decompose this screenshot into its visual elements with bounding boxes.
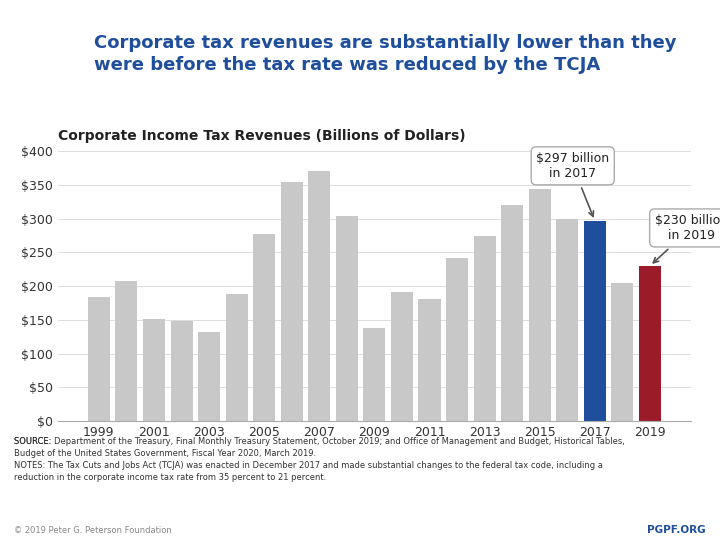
Text: FOUNDATION: FOUNDATION [27,59,66,64]
Text: PGPF.ORG: PGPF.ORG [647,524,706,535]
Bar [501,205,523,421]
Bar [143,319,165,421]
Bar [639,266,661,421]
Bar [308,172,330,421]
Bar [171,321,192,421]
Bar [391,292,413,421]
Bar [611,283,634,421]
Bar [446,258,468,421]
Bar [364,328,385,421]
Bar [336,216,358,421]
Bar [528,189,551,421]
Text: PETERSON: PETERSON [24,43,70,52]
Bar [474,237,495,421]
Text: © 2019 Peter G. Peterson Foundation: © 2019 Peter G. Peterson Foundation [14,525,172,535]
Bar [584,221,606,421]
Bar [198,332,220,421]
Text: PETER G.: PETER G. [31,31,63,36]
Bar [115,281,138,421]
Bar [88,297,110,421]
Text: Corporate Income Tax Revenues (Billions of Dollars): Corporate Income Tax Revenues (Billions … [58,129,465,143]
Text: SOURCE: Department of the Treasury, Final Monthly Treasury Statement, October 20: SOURCE: Department of the Treasury, Fina… [14,437,625,482]
Text: $297 billion
in 2017: $297 billion in 2017 [536,152,609,217]
Bar [557,219,578,421]
Text: Corporate tax revenues are substantially lower than they
were before the tax rat: Corporate tax revenues are substantially… [94,34,676,74]
Bar [253,233,275,421]
Bar [225,294,248,421]
Bar [418,299,441,421]
Text: $230 billion
in 2019: $230 billion in 2019 [653,214,720,263]
Bar [281,183,303,421]
Text: SOURCE:: SOURCE: [14,437,55,447]
